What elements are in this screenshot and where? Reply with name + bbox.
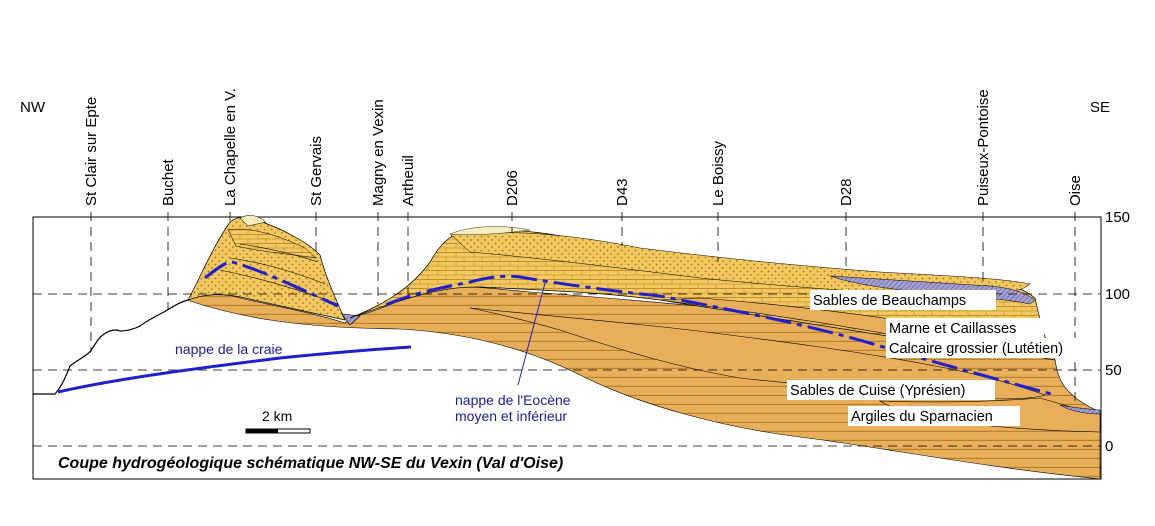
locality-la-chapelle: La Chapelle en V. [222,88,239,206]
eocene-leader-line [517,282,546,386]
scale-bar [245,428,311,434]
label-marne-caillasses: Marne et Caillasses [889,321,1016,337]
locality-oise: Oise [1067,175,1084,206]
chalk-topography [33,299,189,395]
label-sables-beauchamps: Sables de Beauchamps [813,293,966,309]
layer-beauchamps-cream [449,226,531,235]
locality-labels: St Clair sur Epte Buchet La Chapelle en … [83,88,1084,206]
locality-puiseux: Puiseux-Pontoise [975,89,992,206]
elevation-tick-50: 50 [1105,362,1122,379]
label-argiles-sparnacien: Argiles du Sparnacien [851,409,993,425]
orientation-se: SE [1090,99,1110,116]
locality-st-clair: St Clair sur Epte [83,97,100,206]
locality-le-boissy: Le Boissy [710,140,727,206]
locality-buchet: Buchet [160,158,177,206]
locality-artheuil: Artheuil [400,155,417,206]
label-nappe-eocene-line1: nappe de l'Eocène [455,392,571,408]
locality-magny: Magny en Vexin [370,99,387,206]
layer-cuise [469,307,1046,400]
label-sables-cuise: Sables de Cuise (Yprésien) [790,383,965,399]
elevation-tick-100: 100 [1105,286,1130,303]
label-calcaire-grossier: Calcaire grossier (Lutétien) [889,341,1063,357]
orientation-nw: NW [20,99,46,116]
locality-d28: D28 [838,178,855,206]
elevation-tick-150: 150 [1105,209,1130,226]
hill-la-chapelle-top [239,215,267,227]
locality-d206: D206 [504,170,521,206]
magny-valley [341,313,361,326]
elevation-tick-0: 0 [1105,438,1113,455]
locality-verticals [90,212,1076,404]
locality-d43: D43 [614,178,631,206]
elevation-axis: 150 100 50 0 [1105,209,1130,455]
label-nappe-eocene-line2: moyen et inférieur [455,408,567,424]
scale-label: 2 km [262,408,292,424]
diagram-title: Coupe hydrogéologique schématique NW-SE … [58,455,563,472]
water-table-chalk [57,345,412,394]
layer-labels: Sables de Beauchamps Marne et Caillasses… [787,290,1096,426]
water-table-eocene [204,260,1056,397]
oise-valley-deposit [1059,404,1101,415]
locality-st-gervais: St Gervais [308,136,325,206]
label-nappe-craie: nappe de la craie [175,341,283,357]
